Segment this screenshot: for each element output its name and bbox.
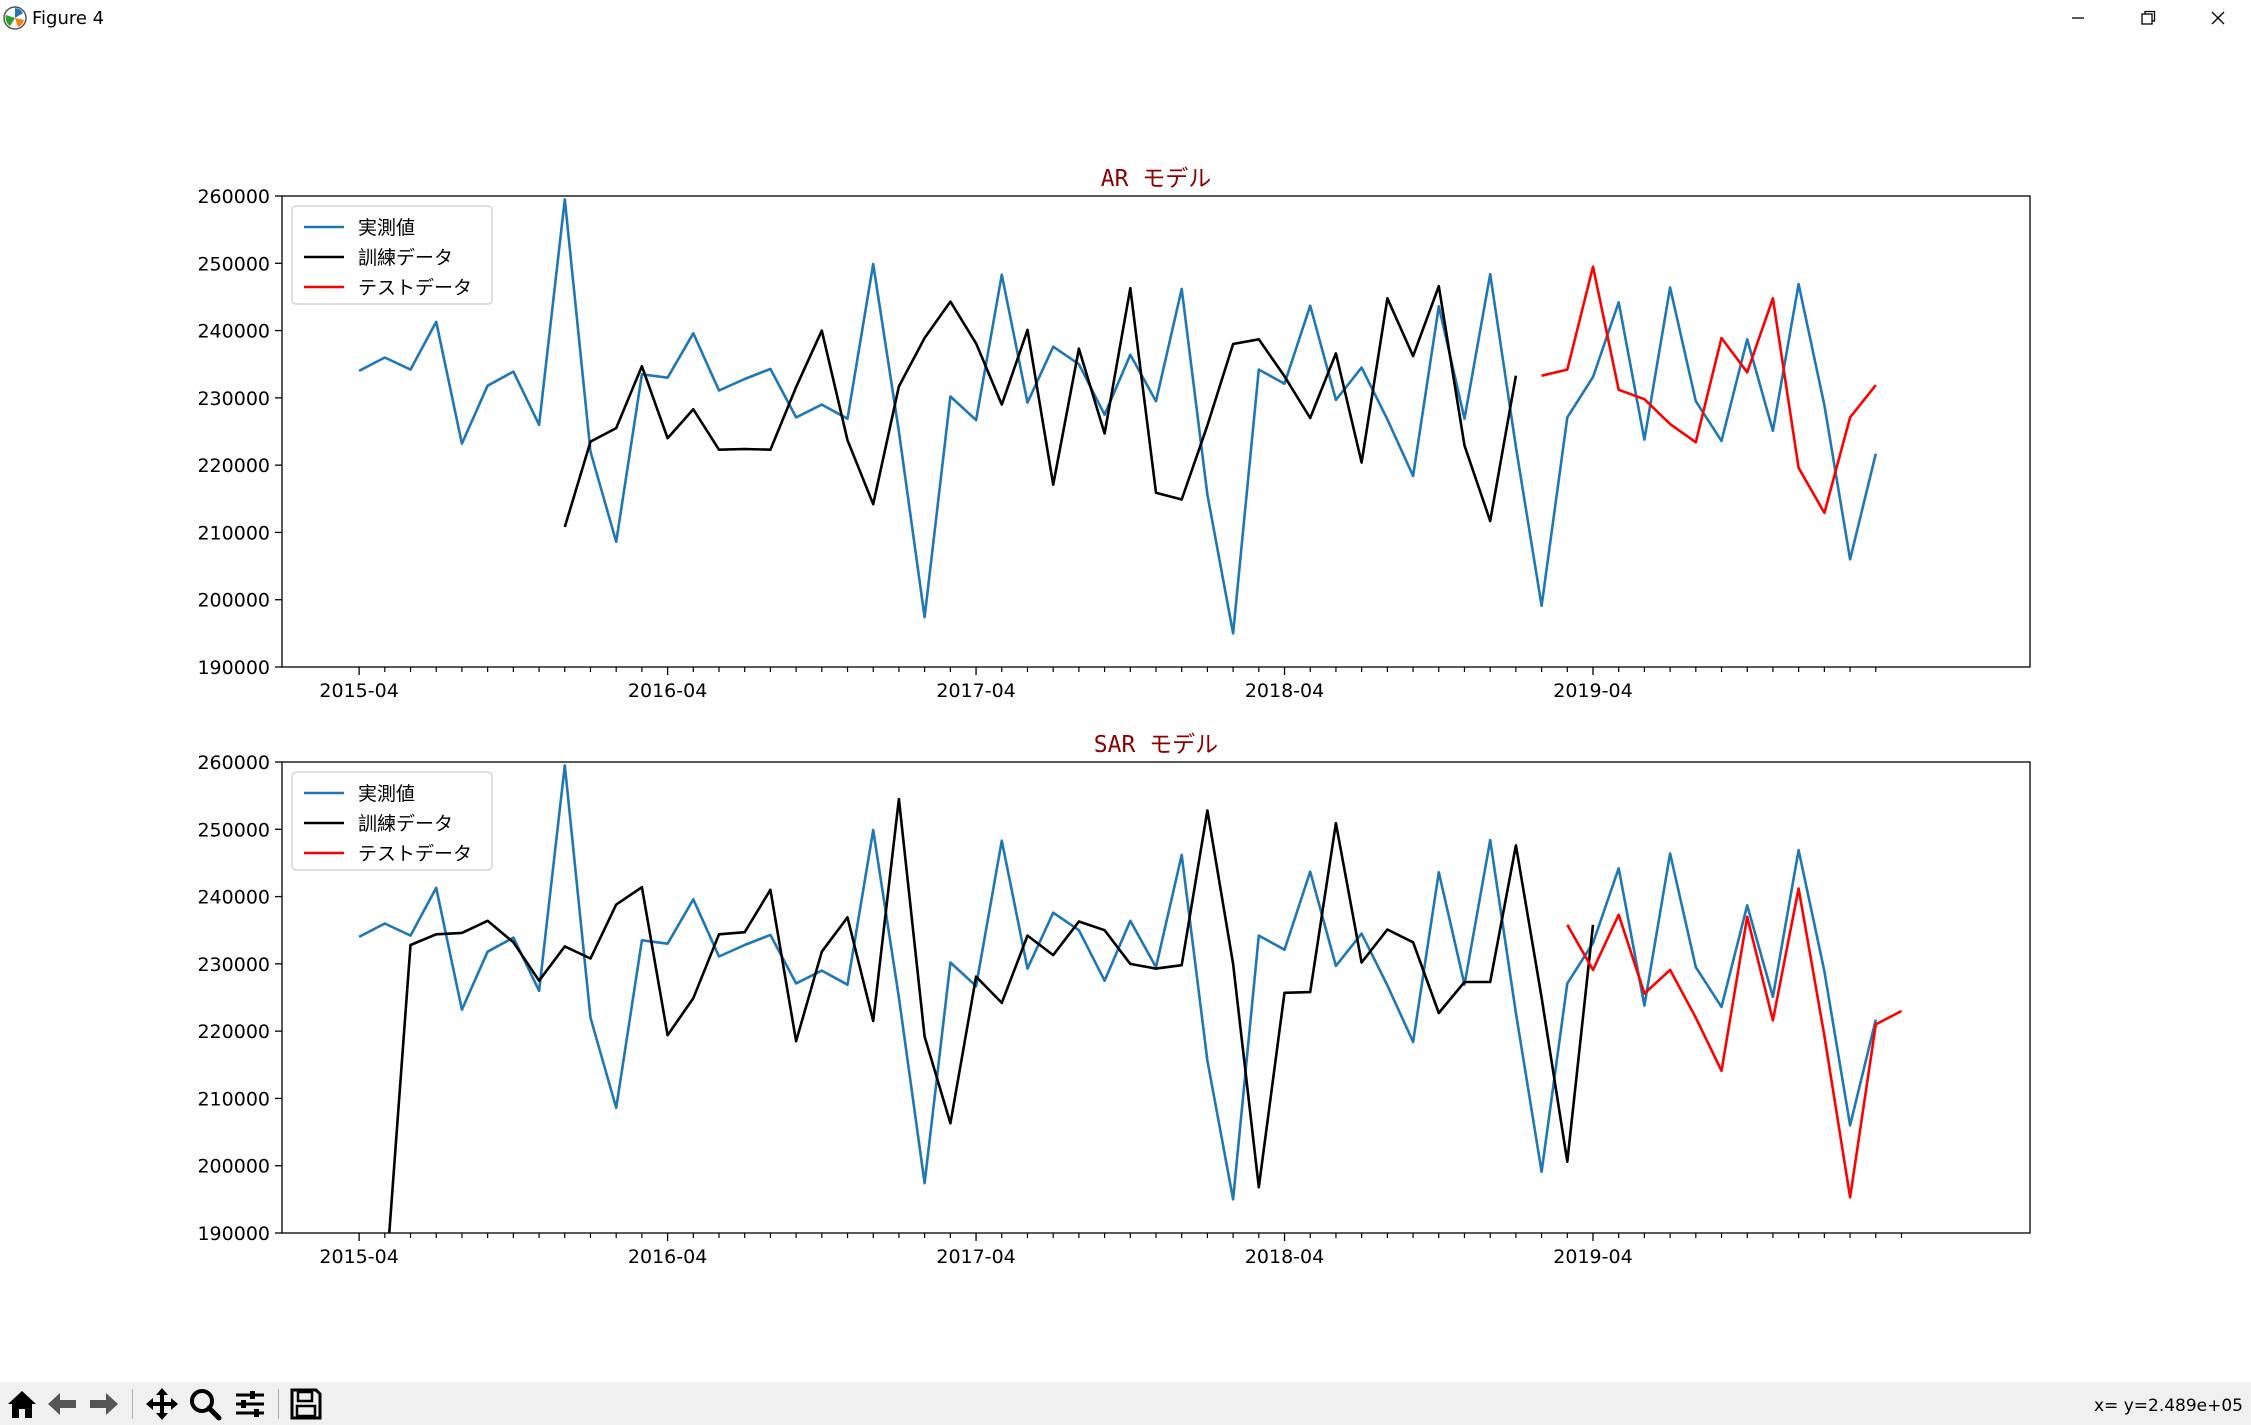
x-tick-label: 2016-04: [628, 680, 707, 702]
plot-lines: [358, 198, 1878, 635]
y-tick-label: 260000: [197, 752, 270, 774]
y-tick-label: 260000: [197, 186, 270, 208]
save-icon: [290, 1388, 322, 1420]
maximize-icon: [2141, 10, 2156, 25]
minimize-icon: [2072, 17, 2084, 19]
y-tick-label: 250000: [197, 253, 270, 275]
y-tick-label: 220000: [197, 1021, 270, 1043]
y-tick-label: 190000: [197, 657, 270, 679]
y-tick-label: 230000: [197, 388, 270, 410]
legend-frame: [291, 205, 493, 305]
configure-subplots-button[interactable]: [232, 1386, 268, 1422]
series-line-train: [563, 284, 1518, 528]
figure-canvas[interactable]: AR モデル 190000 200000 210000 220000 230000 2400…: [0, 36, 2251, 1382]
y-tick-label: 210000: [197, 522, 270, 544]
pan-icon: [146, 1388, 178, 1420]
maximize-button[interactable]: [2115, 0, 2181, 36]
window-titlebar: Figure 4: [0, 0, 2251, 36]
legend-label-test: テストデータ: [358, 843, 472, 865]
y-tick-label: 190000: [197, 1223, 270, 1245]
series-line-train: [387, 797, 1595, 1233]
x-tick-label: 2019-04: [1553, 1246, 1632, 1268]
legend-label-actual: 実測値: [358, 217, 415, 239]
axes-frame: [281, 761, 2031, 1234]
cursor-coordinates: x= y=2.489e+05: [2093, 1396, 2243, 1416]
y-tick-label: 240000: [197, 887, 270, 909]
y-tick-label: 220000: [197, 455, 270, 477]
zoom-icon: [190, 1389, 222, 1421]
x-tick-label: 2019-04: [1553, 680, 1632, 702]
close-icon: [2211, 11, 2225, 25]
subplot-1: AR モデル 190000 200000 210000 220000 230000 2400…: [197, 166, 2031, 702]
y-tick-label: 200000: [197, 1156, 270, 1178]
series-line-actual: [358, 764, 1878, 1201]
legend-label-test: テストデータ: [358, 277, 472, 299]
home-icon: [8, 1391, 36, 1418]
back-icon: [48, 1393, 76, 1415]
navigation-toolbar: x= y=2.489e+05: [0, 1382, 2251, 1425]
series-line-test: [1541, 265, 1877, 515]
legend-label-train: 訓練データ: [358, 247, 453, 269]
series-line-test: [1566, 887, 1903, 1199]
x-tick-label: 2015-04: [319, 1246, 398, 1268]
x-tick-label: 2018-04: [1245, 680, 1324, 702]
window-title: Figure 4: [32, 8, 105, 29]
legend-label-train: 訓練データ: [358, 813, 453, 835]
y-tick-label: 230000: [197, 954, 270, 976]
x-tick-label: 2018-04: [1245, 1246, 1324, 1268]
matplotlib-icon: [3, 6, 27, 30]
configure-subplots-icon: [236, 1391, 264, 1417]
save-button[interactable]: [288, 1386, 324, 1422]
y-tick-label: 210000: [197, 1088, 270, 1110]
pan-button[interactable]: [144, 1386, 180, 1422]
legend-label-actual: 実測値: [358, 783, 415, 805]
x-tick-label: 2015-04: [319, 680, 398, 702]
plot-title: AR モデル: [1101, 166, 1212, 192]
x-tick-label: 2016-04: [628, 1246, 707, 1268]
series-line-actual: [358, 198, 1878, 635]
x-tick-label: 2017-04: [936, 680, 1015, 702]
subplot-2: SAR モデル 190000 200000 210000 220000 230000 240…: [197, 732, 2031, 1268]
minimize-button[interactable]: [2045, 0, 2111, 36]
y-tick-label: 200000: [197, 590, 270, 612]
legend-frame: [291, 771, 493, 871]
forward-button[interactable]: [86, 1386, 122, 1422]
zoom-button[interactable]: [187, 1386, 223, 1422]
plot-title: SAR モデル: [1094, 732, 1218, 758]
back-button[interactable]: [44, 1386, 80, 1422]
x-tick-label: 2017-04: [936, 1246, 1015, 1268]
axes-frame: [281, 195, 2031, 668]
close-button[interactable]: [2185, 0, 2251, 36]
y-tick-label: 250000: [197, 819, 270, 841]
forward-icon: [90, 1393, 118, 1415]
home-button[interactable]: [4, 1386, 40, 1422]
plot-lines: [358, 764, 1903, 1233]
y-tick-label: 240000: [197, 321, 270, 343]
